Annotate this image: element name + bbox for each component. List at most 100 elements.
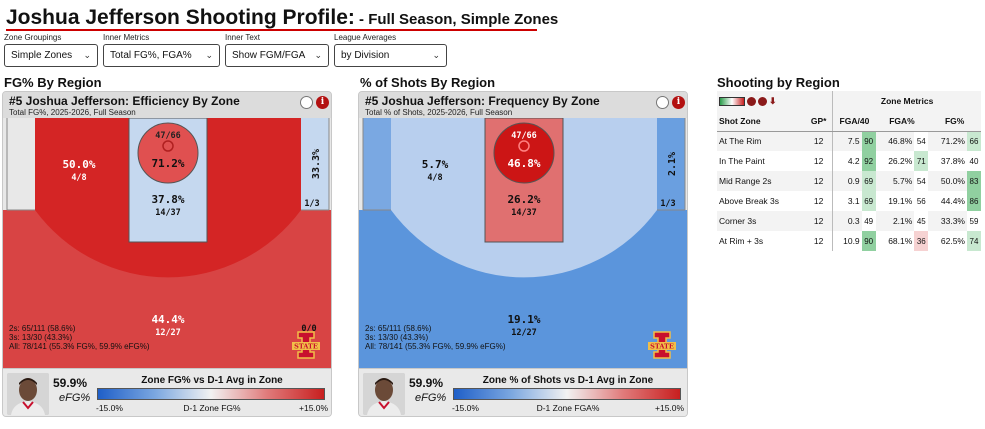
info-icon[interactable]: i xyxy=(316,96,329,109)
full-season-link[interactable]: Full Season xyxy=(368,11,453,28)
team-logo: STATE xyxy=(292,331,320,359)
rim-pct-label: 71.2% xyxy=(151,157,184,170)
table-header-row: Shot Zone GP* FGA/40 FGA% FG% xyxy=(717,111,981,132)
row-fga40-pctile: 69 xyxy=(861,171,876,191)
zone-corner-3-left[interactable] xyxy=(7,118,35,210)
chevron-down-icon: ⌄ xyxy=(205,50,213,60)
row-gp: 12 xyxy=(805,151,834,171)
summary-2s: 2s: 65/111 (58.6%) xyxy=(9,324,76,333)
row-zone: At Rim + 3s xyxy=(719,236,764,246)
toggle-button[interactable] xyxy=(300,96,313,109)
row-gp: 12 xyxy=(805,211,834,231)
row-fg-pctile: 66 xyxy=(967,131,981,151)
download-icon[interactable]: ⬇ xyxy=(769,95,777,106)
row-fg: 62.5% xyxy=(940,236,965,246)
mid-pct-label: 50.0% xyxy=(62,158,95,171)
row-fga40-pctile: 90 xyxy=(861,131,876,151)
row-fgap-pctile: 54 xyxy=(914,131,929,151)
efg-label: eFG% xyxy=(59,392,91,404)
row-fgap-pctile: 71 xyxy=(914,151,929,171)
team-logo: STATE xyxy=(648,331,676,359)
legend-mid: D-1 Zone FGA% xyxy=(536,403,600,413)
zone-groupings-value: Simple Zones xyxy=(11,50,73,61)
chevron-down-icon: ⌄ xyxy=(432,50,440,60)
shooting-by-region-heading: Shooting by Region xyxy=(717,75,840,90)
frequency-footer: 59.9% eFG% Zone % of Shots vs D-1 Avg in… xyxy=(359,368,687,416)
page-title-dash: - xyxy=(354,11,369,28)
title-underline xyxy=(6,29,537,31)
table-row: Corner 3s 12 0.3 49 2.1% 45 33.3% 59 xyxy=(717,211,981,231)
frequency-card: #5 Joshua Jefferson: Frequency By Zone T… xyxy=(358,91,688,417)
player-avatar xyxy=(7,373,49,415)
col-fga40[interactable]: FGA/40 xyxy=(832,111,876,132)
color-scale-bar xyxy=(97,388,325,400)
col-fg[interactable]: FG% xyxy=(928,111,981,132)
paint-fgm-label: 14/37 xyxy=(155,208,181,218)
zone-groupings-label: Zone Groupings xyxy=(4,33,62,42)
color-scale-bar xyxy=(453,388,681,400)
toggle-icon[interactable] xyxy=(747,96,756,106)
zone-groupings-select[interactable]: Simple Zones ⌄ xyxy=(4,44,98,67)
chevron-down-icon: ⌄ xyxy=(83,50,91,60)
paint-pct-label: 37.8% xyxy=(151,193,184,206)
row-fg: 33.3% xyxy=(928,211,967,231)
col-shot-zone[interactable]: Shot Zone xyxy=(717,111,806,132)
table-row: At Rim + 3s 12 10.9 90 68.1% 36 62.5% 74 xyxy=(717,231,981,251)
zone-rim[interactable] xyxy=(137,122,199,184)
summary-3s: 3s: 13/30 (43.3%) xyxy=(365,333,429,342)
inner-metrics-select[interactable]: Total FG%, FGA% ⌄ xyxy=(103,44,220,67)
legend-min: -15.0% xyxy=(96,403,123,413)
paint-fgm-label: 14/37 xyxy=(511,208,537,218)
row-fga40-pctile: 69 xyxy=(861,191,876,211)
zone-corner-3-right[interactable] xyxy=(657,118,685,210)
table-row: Mid Range 2s 12 0.9 69 5.7% 54 50.0% 83 xyxy=(717,171,981,191)
rim-fgm-label: 47/66 xyxy=(511,131,537,141)
efficiency-card-header: #5 Joshua Jefferson: Efficiency By Zone … xyxy=(3,92,331,118)
info-icon[interactable] xyxy=(758,96,767,106)
logo-text: STATE xyxy=(294,343,318,351)
three-fgm-label: 12/27 xyxy=(511,328,537,338)
row-fg: 50.0% xyxy=(928,171,967,191)
row-fgap: 46.8% xyxy=(875,131,915,151)
corner-pct-label: 33.3% xyxy=(311,149,322,179)
zone-corner-3-left[interactable] xyxy=(363,118,391,210)
league-averages-select[interactable]: by Division ⌄ xyxy=(334,44,447,67)
player-avatar xyxy=(363,373,405,415)
simple-zones-link[interactable]: Simple Zones xyxy=(460,11,559,28)
row-fgap: 19.1% xyxy=(888,196,913,206)
three-pct-label: 19.1% xyxy=(507,313,540,326)
mid-fgm-label: 4/8 xyxy=(71,173,86,183)
shots-by-region-heading: % of Shots By Region xyxy=(360,75,496,90)
row-zone: At The Rim xyxy=(717,131,806,151)
hoop xyxy=(162,140,174,152)
zone-rim[interactable] xyxy=(493,122,555,184)
row-fg: 37.8% xyxy=(940,156,965,166)
row-gp: 12 xyxy=(805,171,834,191)
row-fgap: 26.2% xyxy=(888,156,913,166)
efficiency-court: 47/66 71.2% 37.8% 14/37 50.0% 4/8 33.3% … xyxy=(3,118,331,368)
toggle-button[interactable] xyxy=(656,96,669,109)
row-fg-pctile: 59 xyxy=(967,211,981,231)
row-fg-pctile: 86 xyxy=(967,191,981,211)
league-averages-value: by Division xyxy=(341,50,390,61)
row-fga40: 0.3 xyxy=(832,211,862,231)
row-fg: 44.4% xyxy=(940,196,965,206)
row-zone: Mid Range 2s xyxy=(717,171,806,191)
efficiency-card-title: #5 Joshua Jefferson: Efficiency By Zone xyxy=(9,94,240,108)
rim-pct-label: 46.8% xyxy=(507,157,540,170)
mid-fgm-label: 4/8 xyxy=(427,173,442,183)
col-gp[interactable]: GP* xyxy=(805,111,834,132)
row-gp: 12 xyxy=(805,131,834,151)
row-zone: Above Break 3s xyxy=(719,196,780,206)
row-fg: 71.2% xyxy=(928,131,967,151)
zone-corner-3-right[interactable] xyxy=(301,118,329,210)
row-gp: 12 xyxy=(805,231,834,251)
summary-all: All: 78/141 (55.3% FG%, 59.9% eFG%) xyxy=(9,342,150,351)
color-scale-icon[interactable] xyxy=(719,96,745,106)
inner-text-control: Inner Text Show FGM/FGA ⌄ xyxy=(225,33,329,67)
col-fgap[interactable]: FGA% xyxy=(875,111,929,132)
efficiency-footer: 59.9% eFG% Zone FG% vs D-1 Avg in Zone -… xyxy=(3,368,331,416)
inner-text-select[interactable]: Show FGM/FGA ⌄ xyxy=(225,44,329,67)
info-icon[interactable]: i xyxy=(672,96,685,109)
legend-max: +15.0% xyxy=(655,403,685,413)
